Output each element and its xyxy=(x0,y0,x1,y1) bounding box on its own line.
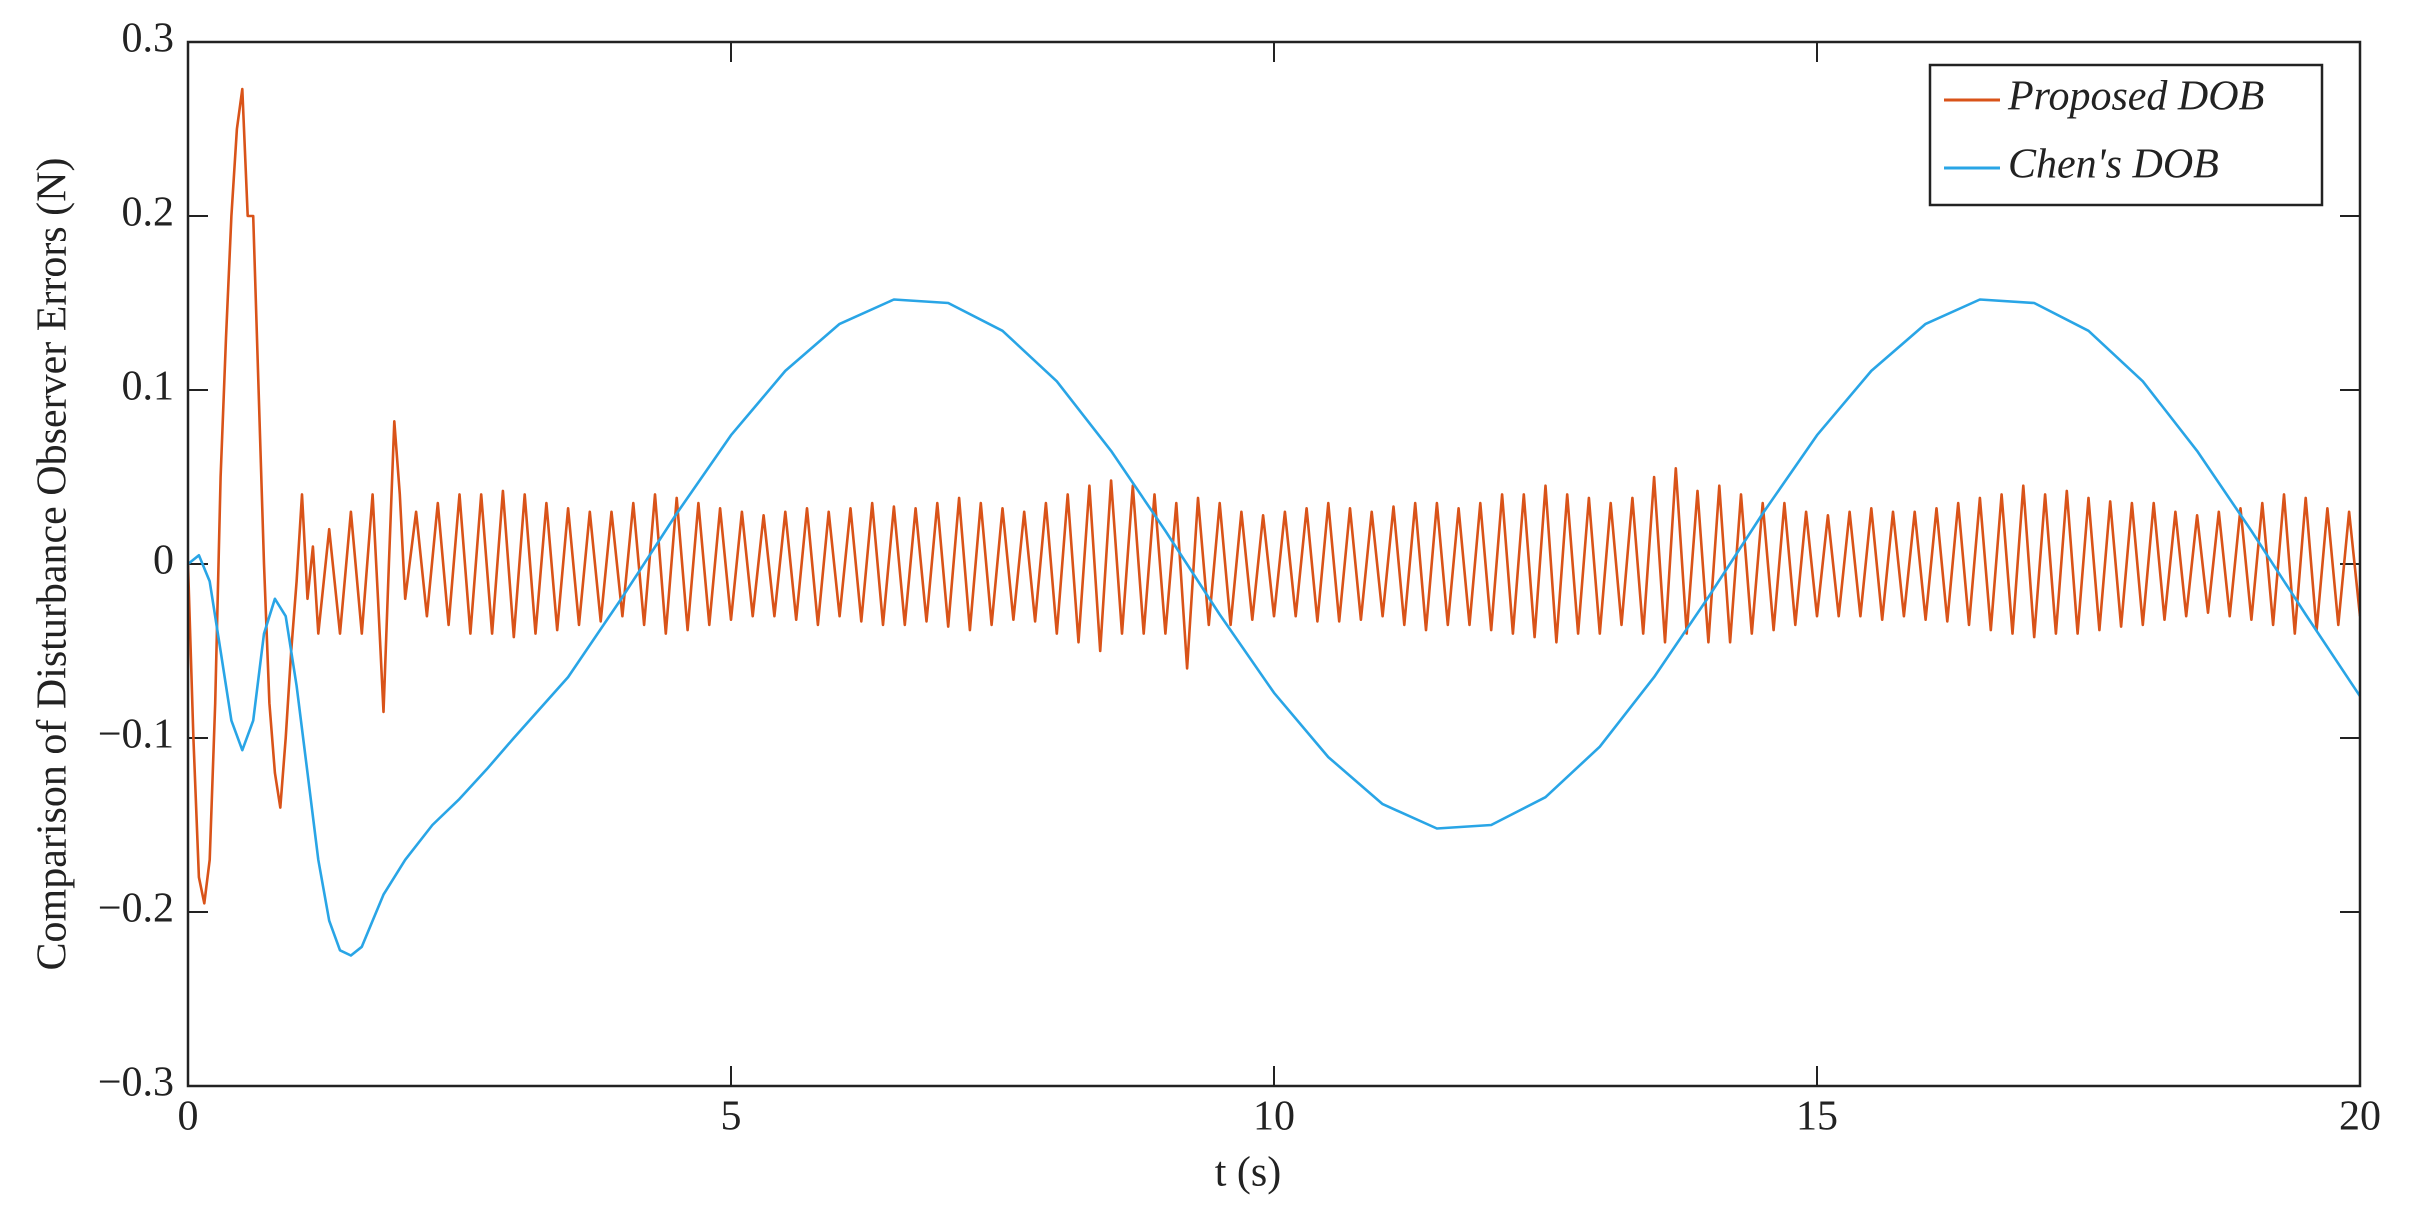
x-tick-label: 15 xyxy=(1796,1094,1838,1140)
y-tick-label: −0.1 xyxy=(98,712,174,758)
y-tick-label: −0.2 xyxy=(98,886,174,932)
legend-label: Proposed DOB xyxy=(2007,74,2264,120)
y-tick-label: 0.1 xyxy=(122,364,175,410)
y-tick-label: 0.2 xyxy=(122,190,175,236)
data-line xyxy=(188,298,2360,957)
x-axis-label: t (s) xyxy=(1215,1150,1282,1196)
x-tick-label: 0 xyxy=(178,1094,199,1140)
x-tick-label: 10 xyxy=(1253,1094,1295,1140)
x-tick-label: 20 xyxy=(2339,1094,2381,1140)
plot-frame xyxy=(186,40,2362,1088)
y-axis-label: Comparison of Disturbance Observer Error… xyxy=(30,158,76,971)
data-line xyxy=(188,87,2360,905)
legend-label: Chen's DOB xyxy=(2008,142,2219,188)
x-tick-label: 5 xyxy=(721,1094,742,1140)
y-tick-label: 0 xyxy=(153,538,174,584)
legend-box xyxy=(1928,63,2324,207)
y-tick-label: 0.3 xyxy=(122,16,175,62)
y-tick-label: −0.3 xyxy=(98,1060,174,1106)
